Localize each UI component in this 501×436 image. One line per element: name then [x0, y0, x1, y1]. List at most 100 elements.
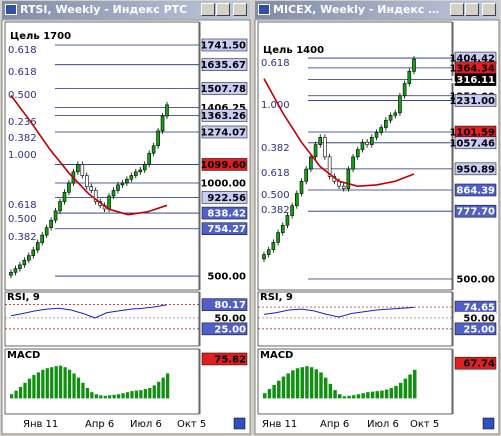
- scale-label-box: [454, 300, 497, 314]
- target-label: Цель 1400: [263, 45, 324, 56]
- macd-bar: [328, 383, 333, 399]
- scale-label: 1099.60: [200, 160, 246, 171]
- macd-bar: [319, 372, 323, 399]
- scale-label-box: [201, 322, 248, 336]
- candle: [271, 242, 276, 250]
- scale-label-box: [201, 158, 248, 171]
- scale-label-box: [454, 204, 497, 218]
- candle: [290, 205, 294, 216]
- macd-bar: [23, 382, 27, 399]
- scale-label-box: [201, 38, 248, 52]
- candle: [44, 227, 49, 236]
- candle: [40, 234, 45, 243]
- candle: [13, 268, 18, 273]
- candle: [156, 130, 160, 147]
- close-button[interactable]: [233, 3, 247, 16]
- candle: [295, 193, 299, 207]
- scale-label-box: [201, 125, 248, 139]
- scale-label-box: [201, 191, 248, 204]
- scale-label-box: [454, 73, 497, 86]
- fib-label: 0.500: [261, 190, 290, 201]
- macd-bar: [27, 378, 32, 399]
- fib-label: 0.618: [261, 58, 290, 69]
- scale-label: 1057.46: [449, 138, 495, 149]
- candle: [125, 178, 129, 184]
- date-label: Окт 5: [410, 419, 439, 430]
- candle: [49, 219, 53, 228]
- macd-bar: [161, 377, 165, 399]
- macd-bar: [338, 394, 342, 399]
- pane: [257, 348, 453, 415]
- candle: [22, 259, 27, 266]
- scale-label: 864.39: [456, 185, 495, 196]
- macd-bar: [90, 392, 94, 399]
- candle: [304, 168, 308, 182]
- candle: [299, 180, 304, 194]
- scale-label-box: [454, 125, 497, 139]
- scale-label-box: [454, 162, 497, 176]
- scale-label-box: [201, 352, 248, 366]
- minimize-button[interactable]: [450, 3, 464, 16]
- macd-bar: [85, 388, 90, 399]
- scale-label: 1404.42: [449, 54, 495, 65]
- macd-bar: [300, 367, 304, 399]
- candle: [355, 149, 360, 158]
- macd-bar: [403, 378, 408, 399]
- maximize-button[interactable]: [216, 3, 230, 16]
- candle: [313, 144, 318, 158]
- candle: [398, 95, 402, 114]
- window-title: RTSI, Weekly - Индекс РТС: [20, 3, 188, 16]
- macd-bar: [148, 388, 152, 399]
- candle: [76, 164, 80, 173]
- candle: [323, 137, 327, 158]
- minimize-button[interactable]: [201, 3, 215, 16]
- fib-label: 0.382: [261, 205, 290, 216]
- scale-label: 1274.07: [200, 127, 246, 138]
- macd-bar: [314, 369, 319, 399]
- rsi-line: [263, 306, 415, 318]
- scale-label-box: [454, 136, 497, 150]
- close-button[interactable]: [482, 3, 496, 16]
- candle: [18, 264, 22, 269]
- candle: [53, 210, 58, 221]
- maximize-button[interactable]: [465, 3, 479, 16]
- macd-bar: [309, 367, 314, 399]
- macd-bar: [305, 366, 309, 399]
- macd-bar: [18, 386, 23, 399]
- scale-label: 50.00: [463, 313, 495, 324]
- scale-label-box: [201, 298, 248, 311]
- candle: [111, 190, 116, 197]
- candle: [89, 186, 94, 191]
- fib-label: 0.500: [8, 90, 37, 101]
- scale-label-box: [202, 311, 247, 324]
- scale-label-box: [454, 61, 497, 75]
- macd-bar: [76, 377, 81, 399]
- macd-bar: [139, 390, 143, 399]
- macd-bar: [94, 394, 98, 399]
- candle: [262, 254, 266, 260]
- candle: [351, 156, 355, 170]
- date-label: Янв 11: [23, 419, 58, 430]
- date-label: Июл 6: [367, 419, 399, 430]
- candle: [120, 182, 125, 186]
- macd-bar: [72, 373, 76, 399]
- scale-label: 754.27: [207, 224, 246, 235]
- macd-bar: [59, 365, 63, 399]
- macd-bar: [112, 394, 116, 399]
- candle: [280, 224, 285, 233]
- scale-label-box: [201, 58, 248, 71]
- candle: [393, 112, 398, 116]
- candle: [266, 249, 271, 255]
- fib-label: 0.236: [8, 117, 37, 128]
- scale-label: 67.74: [463, 359, 495, 370]
- macd-bar: [130, 391, 134, 399]
- scale-label-box: [455, 273, 496, 286]
- scale-label-box: [454, 322, 497, 336]
- window-title: MICEX, Weekly - Индекс ММВБ: [273, 3, 445, 16]
- window-frame: [254, 19, 500, 435]
- date-label: Июл 6: [130, 419, 162, 430]
- fib-label: 0.382: [261, 143, 290, 154]
- macd-bar: [366, 392, 370, 399]
- macd-bar: [263, 393, 267, 399]
